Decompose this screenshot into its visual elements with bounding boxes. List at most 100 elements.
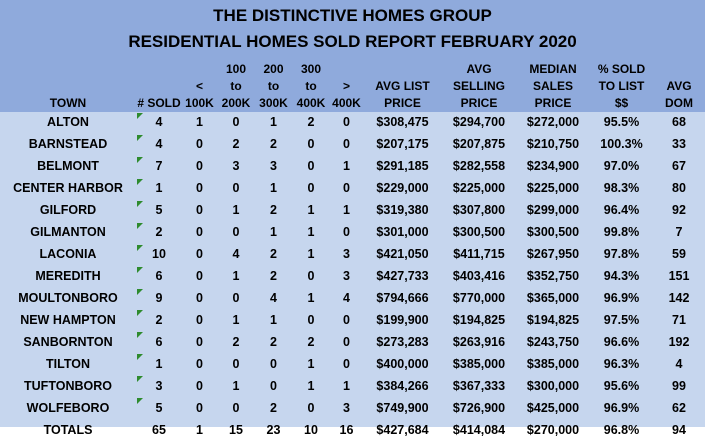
table-row: CENTER HARBOR 1 0 0 1 0 0 $229,000 $225,000 $225,… [0, 177, 705, 200]
cell-r100_200: 2 [217, 133, 255, 156]
cell-avg_selling: $207,875 [442, 133, 516, 156]
cell-avg_list: $749,900 [363, 396, 442, 420]
cell-avg_selling: $307,800 [442, 199, 516, 222]
cell-gt400: 0 [330, 112, 363, 134]
cell-r200_300: 23 [266, 422, 281, 437]
cell-pct: 96.9% [590, 396, 653, 420]
cell-sold: 2 [136, 308, 182, 332]
cell-value: 5 [155, 203, 163, 218]
cell-r300_400: 10 [304, 422, 318, 437]
cell-r100_200: 2 [217, 330, 255, 354]
cell-value: 4 [155, 115, 163, 130]
cell-lt100: 1 [182, 112, 217, 134]
cell-median: $243,750 [516, 330, 590, 354]
company-title: THE DISTINCTIVE HOMES GROUP [213, 6, 492, 25]
column-header-line: 400K [296, 96, 326, 110]
cell-median: $234,900 [516, 155, 590, 178]
cell-r200_300: 2 [255, 133, 292, 156]
column-header-line: 200 [263, 62, 284, 76]
cell-avg_selling: $263,916 [442, 330, 516, 354]
cell-note-flag-icon [137, 376, 143, 383]
cell-note-flag-icon [137, 266, 143, 273]
cell-r100_200: 0 [217, 221, 255, 244]
cell-avg_list: $308,475 [363, 112, 442, 134]
cell-r300_400: 1 [292, 352, 330, 376]
cell-value: 1 [155, 181, 163, 196]
cell-lt100: 1 [196, 422, 203, 437]
table-row: NEW HAMPTON 2 0 1 1 0 0 $199,900 $194,825 $194,82… [0, 308, 705, 332]
cell-gt400: 1 [330, 155, 363, 178]
cell-pct: 96.4% [590, 199, 653, 222]
cell-town: NEW HAMPTON [0, 308, 136, 332]
column-header-town: TOWN [0, 57, 136, 112]
cell-avg_selling: $294,700 [442, 112, 516, 134]
column-header-line: PRICE [534, 96, 572, 110]
cell-value: 2 [155, 225, 163, 240]
cell-median: $210,750 [516, 133, 590, 156]
cell-lt100: 0 [182, 374, 217, 398]
sales-table: TOWN # SOLD <100K 100 to 200K 200 to 300K 300 to 40… [0, 57, 705, 440]
cell-note-flag-icon [137, 244, 143, 251]
cell-r100_200: 3 [217, 155, 255, 178]
cell-median: $300,500 [516, 221, 590, 244]
table-row: SANBORNTON 6 0 2 2 2 0 $273,283 $263,916 $243,750… [0, 330, 705, 354]
cell-sold: 3 [136, 374, 182, 398]
cell-avg_selling: $300,500 [442, 221, 516, 244]
column-header-line: MEDIAN [529, 62, 577, 76]
cell-gt400: 1 [330, 199, 363, 222]
cell-value: 10 [152, 247, 166, 262]
cell-pct: 97.0% [590, 155, 653, 178]
cell-pct: 96.9% [590, 287, 653, 310]
column-header-line: DOM [665, 96, 693, 110]
column-header-line: SELLING [452, 79, 505, 93]
cell-r100_200: 0 [217, 396, 255, 420]
cell-avg_selling: $403,416 [442, 265, 516, 288]
cell-median: $385,000 [516, 352, 590, 376]
cell-note-flag-icon [137, 310, 143, 317]
cell-avg_selling: $411,715 [442, 243, 516, 266]
cell-value: 6 [155, 269, 163, 284]
cell-dom: 33 [653, 133, 705, 156]
column-header-line: PRICE [384, 96, 421, 110]
cell-lt100: 0 [182, 177, 217, 200]
cell-pct: 96.6% [590, 330, 653, 354]
cell-note-flag-icon [137, 178, 143, 185]
column-header-line: 300K [259, 96, 288, 110]
cell-r300_400: 1 [292, 221, 330, 244]
table-row: BELMONT 7 0 3 3 0 1 $291,185 $282,558 $234,900 97.… [0, 155, 705, 178]
cell-sold: 9 [136, 287, 182, 310]
cell-dom: 67 [653, 155, 705, 178]
cell-r300_400: 1 [292, 374, 330, 398]
cell-avg_list: $273,283 [363, 330, 442, 354]
cell-value: 3 [155, 378, 163, 393]
cell-r300_400: 0 [292, 155, 330, 178]
cell-note-flag-icon [137, 398, 143, 405]
table-row: WOLFEBORO 5 0 0 2 0 3 $749,900 $726,900 $425,000 9… [0, 396, 705, 420]
column-header-avg_selling: AVG SELLING PRICE [442, 57, 516, 112]
cell-dom: 7 [653, 221, 705, 244]
table-row: ALTON 4 1 0 1 2 0 $308,475 $294,700 $272,000 95.5%… [0, 112, 705, 134]
cell-town: TUFTONBORO [0, 374, 136, 398]
table-row: BARNSTEAD 4 0 2 2 0 0 $207,175 $207,875 $210,750 1… [0, 133, 705, 156]
column-header-line: AVG [466, 62, 492, 76]
cell-dom: 62 [653, 396, 705, 420]
cell-avg_selling: $194,825 [442, 308, 516, 332]
cell-avg_list: $427,684 [376, 422, 429, 437]
cell-dom: 71 [653, 308, 705, 332]
cell-median: $352,750 [516, 265, 590, 288]
cell-town: CENTER HARBOR [0, 177, 136, 200]
cell-pct: 96.8% [603, 422, 640, 437]
cell-sold: 6 [136, 330, 182, 354]
cell-lt100: 0 [182, 155, 217, 178]
cell-sold: 2 [136, 221, 182, 244]
cell-median: $225,000 [516, 177, 590, 200]
column-header-line: 300 [300, 62, 322, 76]
cell-town: BELMONT [0, 155, 136, 178]
cell-pct: 97.5% [590, 308, 653, 332]
cell-value: 9 [155, 290, 163, 305]
cell-avg_selling: $385,000 [442, 352, 516, 376]
cell-gt400: 4 [330, 287, 363, 310]
cell-town: MEREDITH [0, 265, 136, 288]
cell-note-flag-icon [137, 354, 143, 361]
cell-r100_200: 0 [217, 352, 255, 376]
